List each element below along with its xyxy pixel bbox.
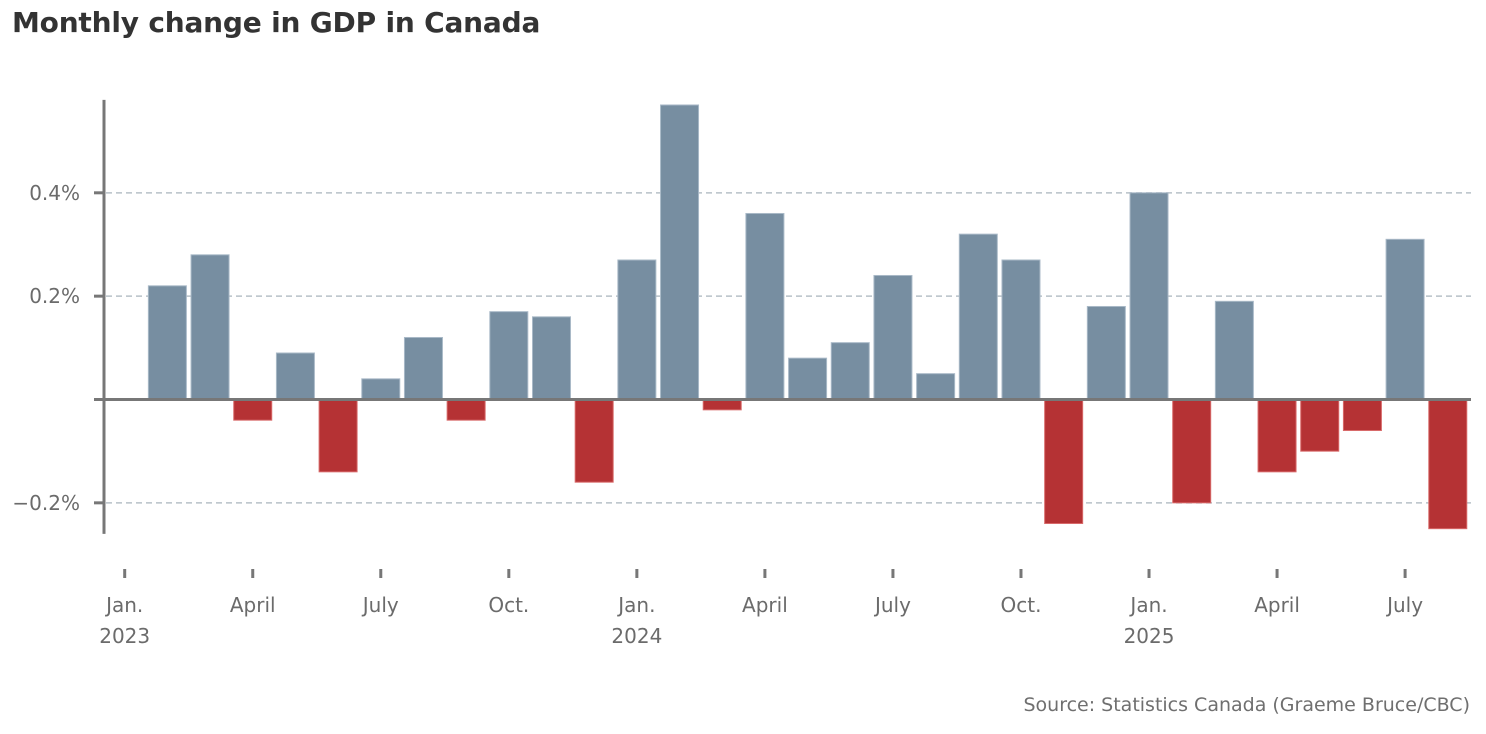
bar-positive [958, 233, 998, 400]
bar-positive [745, 212, 785, 400]
x-tick-year-label: 2023 [99, 624, 150, 648]
bar-positive [1129, 192, 1169, 400]
bar-positive [660, 104, 700, 401]
bar-positive [1001, 259, 1041, 400]
bar-positive [275, 352, 315, 401]
x-tick-label: Oct. [1001, 593, 1042, 617]
x-tick-year-label: 2024 [611, 624, 662, 648]
y-axis-ticks: 0.4% 0.2% −0.2% [12, 181, 104, 515]
bar-negative [1257, 399, 1297, 473]
bar-positive [489, 311, 529, 401]
bar-negative [574, 399, 614, 483]
bar-positive [361, 378, 401, 400]
gridlines [106, 192, 1471, 504]
x-tick-label: July [361, 593, 399, 617]
x-tick-label: July [1385, 593, 1423, 617]
x-tick-label: April [1254, 593, 1300, 617]
bar-negative [1044, 399, 1084, 525]
x-tick-label: Jan. [1128, 593, 1167, 617]
bar-negative [446, 399, 486, 421]
x-tick-label: April [742, 593, 788, 617]
axes [94, 99, 1471, 534]
bar-negative [1300, 399, 1340, 452]
bar-positive [1086, 305, 1126, 400]
x-tick-label: July [873, 593, 911, 617]
y-tick-label: 0.4% [29, 181, 80, 205]
y-tick-label: −0.2% [12, 491, 80, 515]
bars [147, 104, 1468, 530]
bar-negative [1342, 399, 1382, 432]
x-tick-label: Jan. [104, 593, 143, 617]
x-tick-year-label: 2025 [1124, 624, 1175, 648]
bar-positive [830, 342, 870, 400]
bar-positive [190, 254, 230, 400]
y-tick-label: 0.2% [29, 284, 80, 308]
bar-positive [916, 373, 956, 401]
bar-negative [1172, 399, 1212, 504]
bar-negative [318, 399, 358, 473]
bar-positive [147, 285, 187, 400]
x-tick-label: Oct. [488, 593, 529, 617]
x-tick-label: April [230, 593, 276, 617]
chart-title: Monthly change in GDP in Canada [12, 6, 541, 39]
bar-positive [403, 336, 443, 401]
source-note: Source: Statistics Canada (Graeme Bruce/… [1023, 694, 1470, 716]
bar-negative [233, 399, 273, 421]
bar-negative [1428, 399, 1468, 530]
bar-positive [532, 316, 571, 400]
bar-positive [1385, 238, 1425, 400]
bar-positive [788, 357, 828, 400]
bar-positive [617, 259, 657, 400]
bar-negative [702, 399, 742, 411]
bar-positive [873, 274, 913, 401]
bar-positive [1214, 300, 1254, 400]
x-axis-ticks: Jan. 2023 April July Oct. Jan. 2024 April July Oc… [99, 569, 1423, 648]
x-tick-label: Jan. [616, 593, 655, 617]
